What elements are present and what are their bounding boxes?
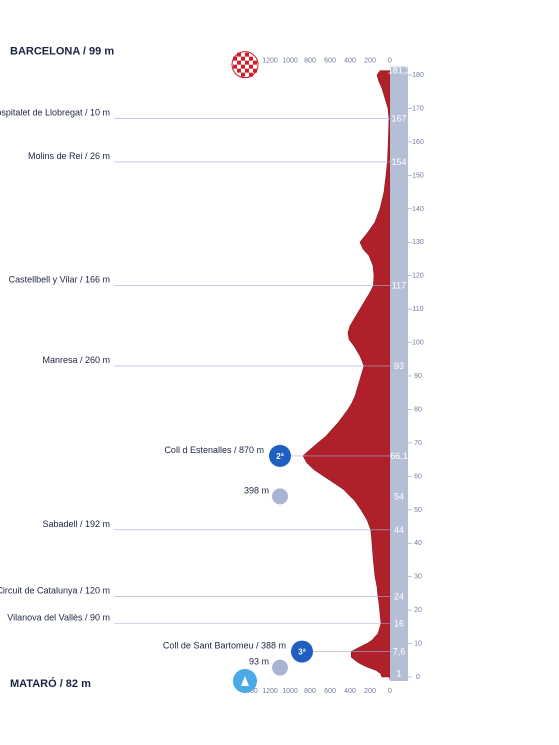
km-minor-label: 70 [414, 440, 422, 447]
finish-check-square [253, 60, 257, 65]
place-label: Circuit de Catalunya / 120 m [0, 586, 110, 596]
km-major-label: 154 [391, 157, 406, 167]
finish-check-square [237, 52, 241, 57]
finish-check-square [237, 68, 241, 73]
km-minor-label: 0 [416, 674, 420, 681]
elevation-tick-label: 600 [324, 688, 336, 695]
km-minor-label: 140 [412, 206, 424, 213]
km-minor-label: 90 [414, 373, 422, 380]
km-minor-label: 180 [412, 72, 424, 79]
sprint-label: 398 m [244, 485, 269, 495]
sprint-badge [272, 488, 288, 505]
place-label: Vilanova del Vallès / 90 m [7, 612, 110, 622]
elevation-tick-label: 800 [304, 58, 316, 65]
elevation-tick-label: 200 [364, 688, 376, 695]
km-minor-label: 160 [412, 139, 424, 146]
elevation-tick-label: 400 [344, 688, 356, 695]
start-title: MATARÓ / 82 m [10, 677, 91, 690]
km-major-label: 181,3 [388, 66, 411, 76]
finish-check-square [253, 68, 257, 73]
finish-check-square [245, 68, 249, 73]
finish-check-square [241, 64, 245, 69]
km-minor-label: 50 [414, 507, 422, 514]
elevation-tick-label: 1200 [262, 58, 278, 65]
start-altitude-label: 93 m [249, 657, 269, 667]
elevation-tick-label: 0 [388, 58, 392, 65]
km-major-label: 117 [392, 281, 406, 291]
km-major-label: 16 [394, 618, 404, 628]
km-major-label: 44 [394, 525, 404, 535]
elevation-tick-label: 800 [304, 688, 316, 695]
km-major-label: 1 [396, 669, 401, 679]
start-arrow-icon [241, 676, 249, 686]
elevation-tick-label: 1200 [262, 688, 278, 695]
elevation-tick-label: 400 [344, 58, 356, 65]
finish-check-square [241, 56, 245, 61]
km-minor-label: 40 [414, 540, 422, 547]
km-major-label: 167 [391, 113, 406, 123]
km-minor-label: 100 [412, 340, 424, 347]
finish-check-square [249, 72, 253, 77]
finish-check-square [233, 56, 237, 61]
place-label: Sabadell / 192 m [42, 519, 110, 529]
km-major-label: 93 [394, 361, 404, 371]
km-minor-label: 120 [412, 273, 424, 280]
km-major-label: 7,6 [393, 647, 406, 657]
elevation-tick-label: 1000 [282, 58, 298, 65]
km-minor-label: 10 [414, 641, 422, 648]
finish-check-square [249, 56, 253, 61]
km-major-label: 54 [394, 491, 404, 501]
elevation-area [302, 70, 391, 678]
climb-label: Coll d Estenalles / 870 m [164, 445, 264, 455]
finish-check-square [245, 52, 249, 57]
km-minor-label: 30 [414, 574, 422, 581]
finish-check-square [233, 64, 237, 69]
finish-check-square [237, 60, 241, 65]
climb-category-badge [291, 640, 313, 663]
finish-check-square [241, 72, 245, 77]
finish-check-square [249, 64, 253, 69]
place-label: Castellbell y Vilar / 166 m [9, 275, 110, 285]
km-axis-band [390, 66, 408, 681]
climb-category-badge [269, 444, 291, 467]
km-minor-label: 170 [412, 105, 424, 112]
place-label: Manresa / 260 m [42, 355, 110, 365]
elevation-tick-label: 600 [324, 58, 336, 65]
km-minor-label: 130 [412, 239, 424, 246]
place-label: Molins de Rei / 26 m [28, 151, 110, 161]
km-major-label: 66,1 [390, 451, 408, 461]
finish-check-square [245, 60, 249, 65]
climb-category-label: 3ª [298, 648, 305, 657]
elevation-tick-label: 1000 [282, 688, 298, 695]
km-axis-title: km [393, 688, 405, 698]
climb-label: Coll de Sant Bartomeu / 388 m [163, 641, 286, 651]
elevation-tick-label: 200 [364, 58, 376, 65]
start-altitude-badge [272, 659, 288, 676]
climb-category-label: 2ª [276, 452, 283, 461]
km-major-label: 24 [394, 592, 404, 602]
km-minor-label: 80 [414, 406, 422, 413]
km-minor-label: 60 [414, 473, 422, 480]
km-minor-label: 20 [414, 607, 422, 614]
elevation-tick-label: 0 [388, 688, 392, 695]
place-label: L'Hospitalet de Llobregat / 10 m [0, 107, 110, 117]
km-minor-label: 110 [412, 306, 423, 313]
finish-title: BARCELONA / 99 m [10, 46, 114, 58]
km-minor-label: 150 [412, 172, 424, 179]
